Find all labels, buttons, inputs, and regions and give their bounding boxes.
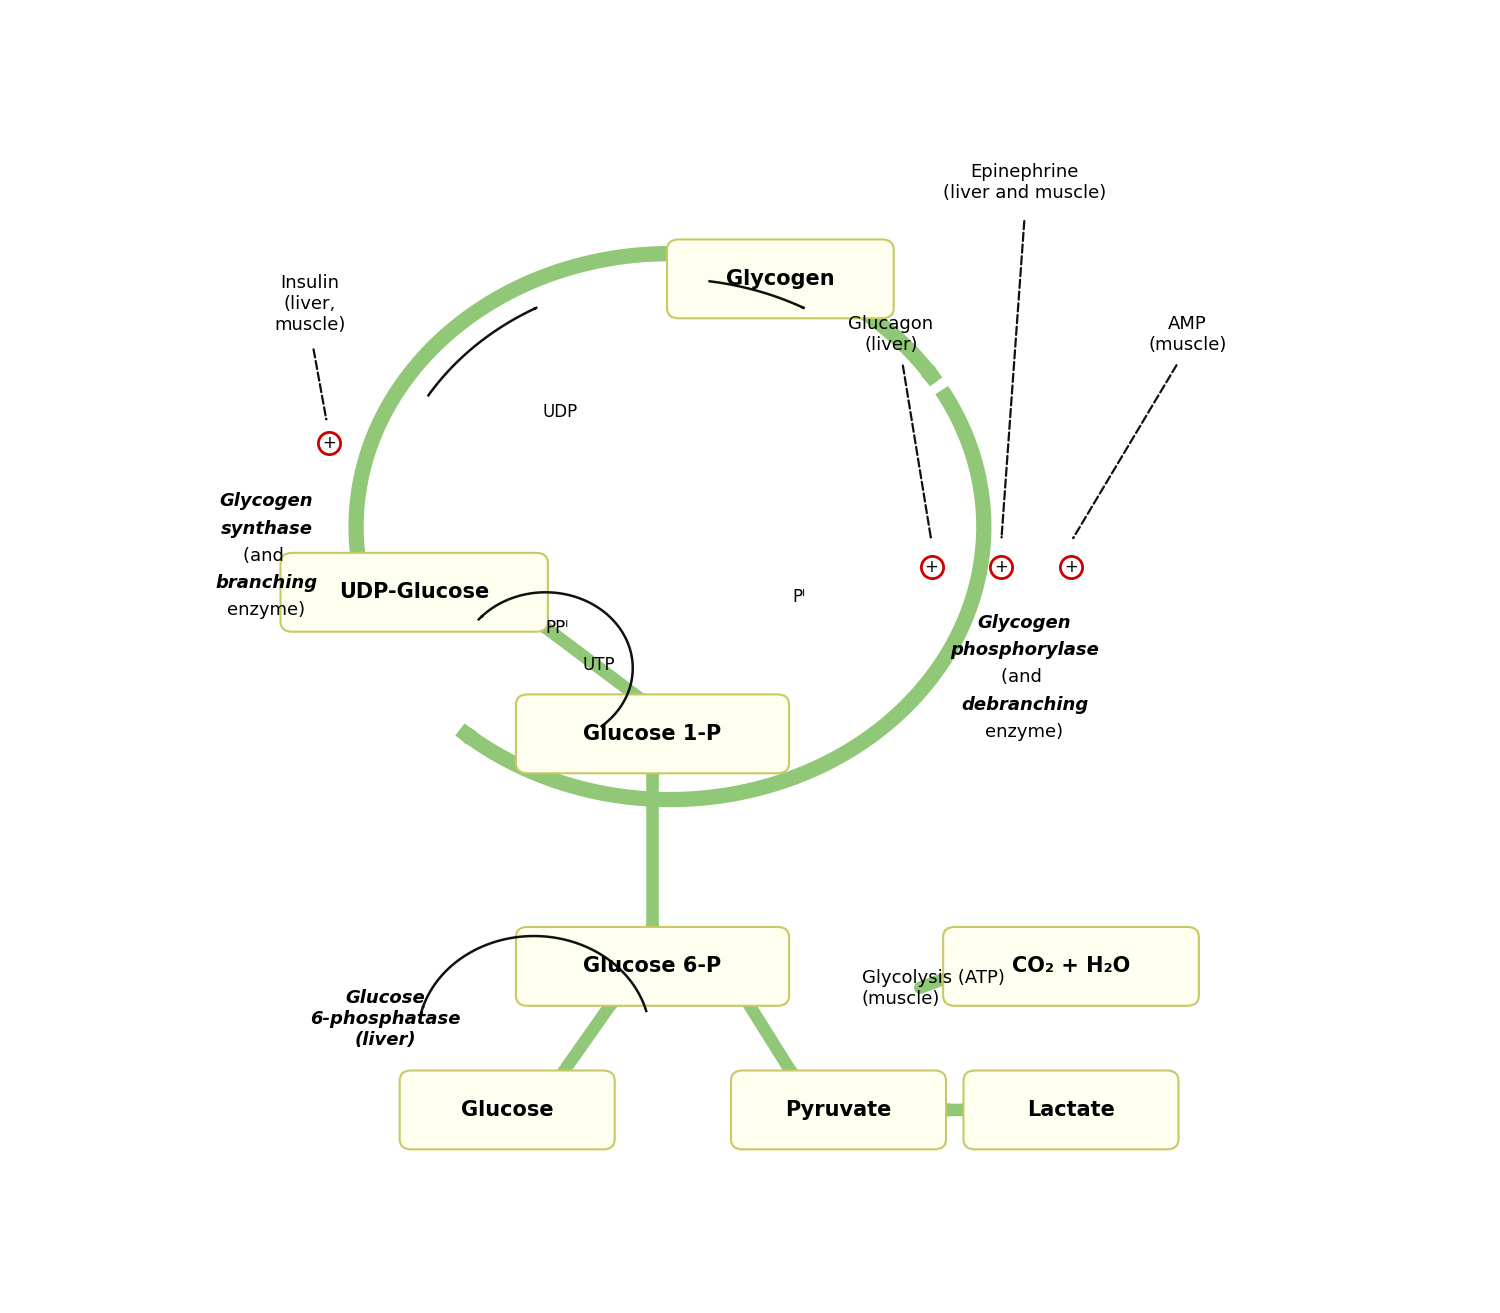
FancyBboxPatch shape [399,1070,615,1149]
Text: synthase: synthase [220,520,312,537]
Text: UDP: UDP [542,403,578,421]
Text: CO₂ + H₂O: CO₂ + H₂O [1013,956,1130,977]
Text: phosphorylase: phosphorylase [950,641,1100,659]
Text: enzyme): enzyme) [228,601,306,620]
FancyBboxPatch shape [963,1070,1179,1149]
Text: branching: branching [216,574,318,592]
Text: Pᴵ: Pᴵ [792,588,806,607]
Text: UTP: UTP [582,656,615,674]
Text: (and: (and [1000,668,1048,687]
Text: enzyme): enzyme) [986,723,1064,741]
Text: +: + [322,433,336,452]
Text: Glycolysis (ATP)
(muscle): Glycolysis (ATP) (muscle) [861,969,1005,1008]
FancyBboxPatch shape [730,1070,946,1149]
Text: Glucose
6-phosphatase
(liver): Glucose 6-phosphatase (liver) [310,989,460,1049]
Text: Lactate: Lactate [1028,1100,1114,1120]
FancyBboxPatch shape [668,239,894,318]
Text: Glycogen: Glycogen [978,613,1071,632]
Text: +: + [924,558,939,576]
FancyBboxPatch shape [280,553,548,632]
FancyBboxPatch shape [516,695,789,773]
Text: Epinephrine
(liver and muscle): Epinephrine (liver and muscle) [944,163,1106,202]
Text: PPᴵ: PPᴵ [546,618,568,637]
Text: Insulin
(liver,
muscle): Insulin (liver, muscle) [274,274,345,334]
Text: Glucose: Glucose [460,1100,554,1120]
Text: UDP-Glucose: UDP-Glucose [339,582,489,603]
Text: (and: (and [243,548,290,565]
Text: Glucagon
(liver): Glucagon (liver) [849,315,933,355]
Text: Pyruvate: Pyruvate [786,1100,891,1120]
Text: Glucose 6-P: Glucose 6-P [584,956,722,977]
Text: Glycogen: Glycogen [726,269,834,289]
FancyBboxPatch shape [944,927,1198,1006]
Text: Glucose 1-P: Glucose 1-P [584,723,722,744]
Text: +: + [1064,558,1078,576]
Text: +: + [994,558,1008,576]
Text: AMP
(muscle): AMP (muscle) [1148,315,1227,355]
Text: Glycogen: Glycogen [219,492,314,511]
FancyBboxPatch shape [516,927,789,1006]
Text: debranching: debranching [962,696,1088,713]
